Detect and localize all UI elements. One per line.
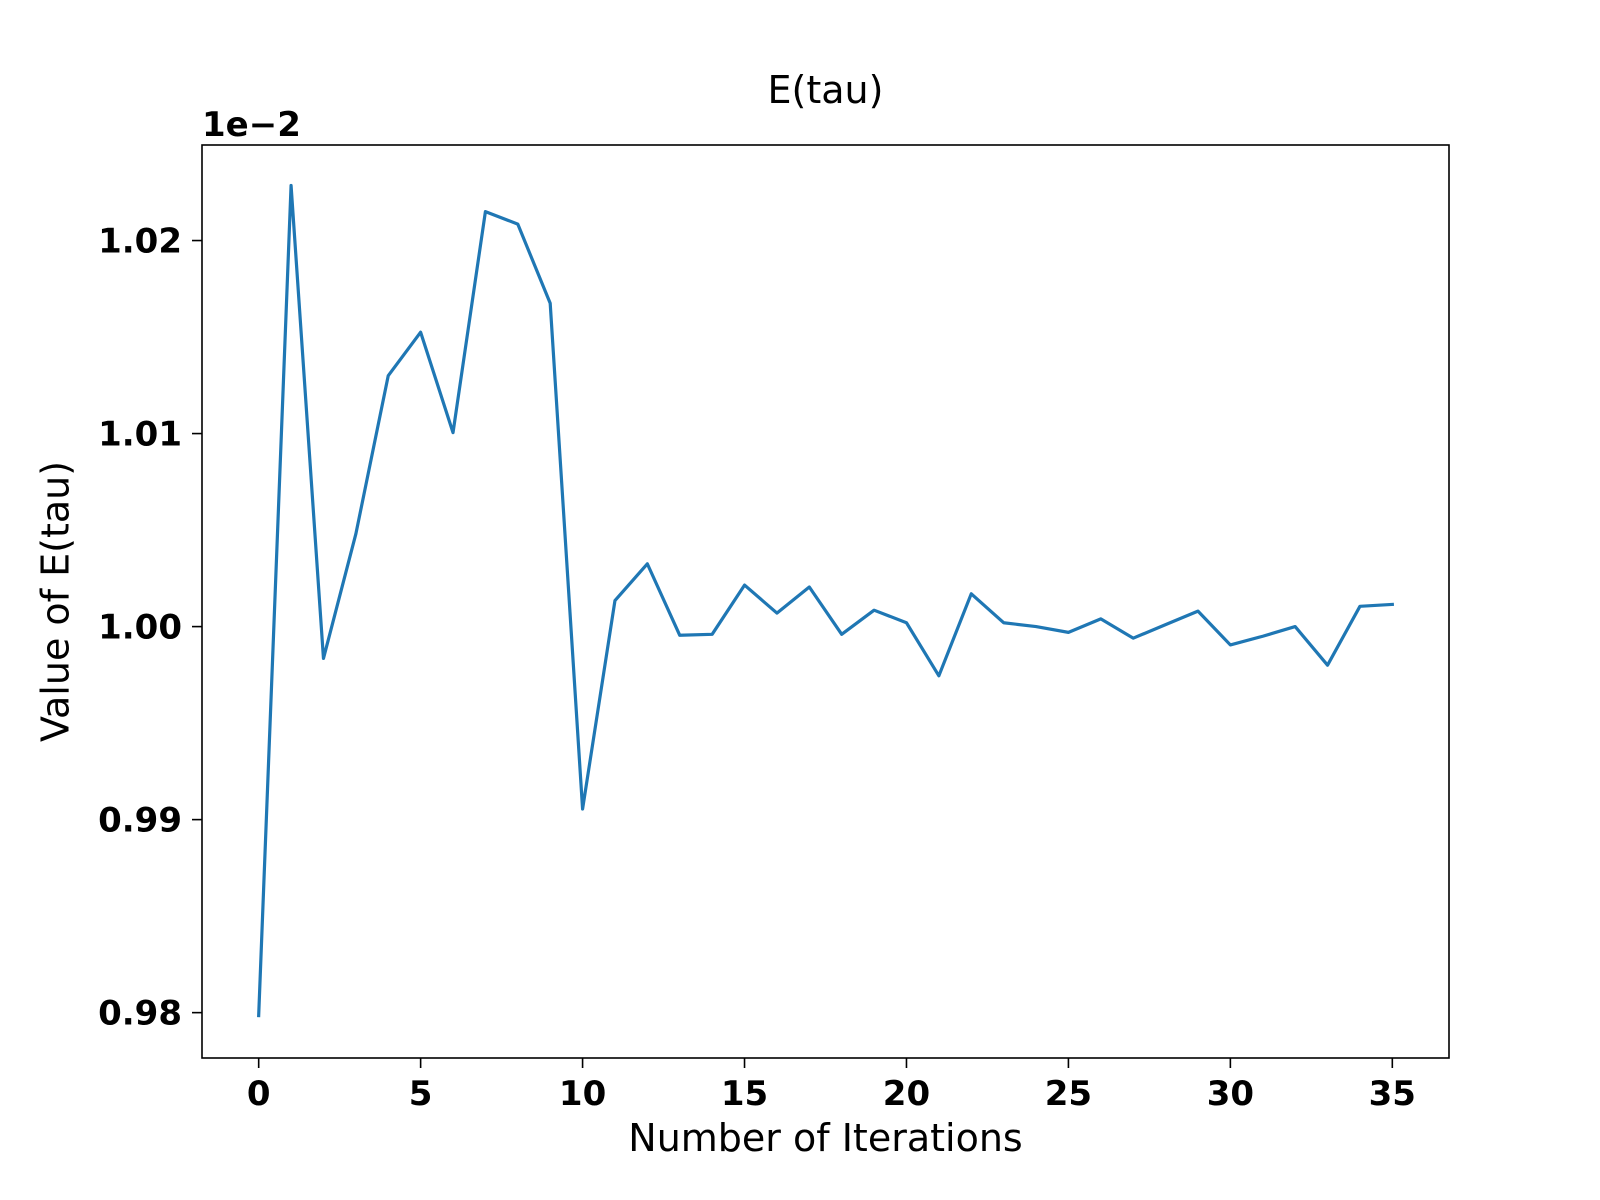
plot-area <box>257 183 1395 1018</box>
y-tick-label: 0.98 <box>98 994 182 1034</box>
series-line <box>257 183 1395 1018</box>
x-tick-label: 20 <box>883 1074 930 1114</box>
x-tick-label: 15 <box>721 1074 768 1114</box>
x-tick-label: 30 <box>1207 1074 1254 1114</box>
x-tick-label: 10 <box>559 1074 606 1114</box>
y-axis-title: Value of E(tau) <box>34 461 78 742</box>
x-axis-title: Number of Iterations <box>628 1116 1022 1160</box>
axes: 0 5 10 15 20 25 30 35 0.98 0.99 1.00 1.01 1.02 <box>98 144 1450 1114</box>
axes-frame <box>201 144 1450 1059</box>
x-tick-label: 25 <box>1045 1074 1092 1114</box>
y-tick-label: 0.99 <box>98 801 182 841</box>
y-tick-label: 1.02 <box>98 222 182 262</box>
x-tick-label: 5 <box>409 1074 433 1114</box>
y-tick-label: 1.01 <box>98 415 182 455</box>
y-tick-label: 1.00 <box>98 608 182 648</box>
y-axis-offset-label: 1e−2 <box>202 105 301 145</box>
chart-title: E(tau) <box>768 68 884 112</box>
x-tick-label: 0 <box>247 1074 271 1114</box>
x-tick-label: 35 <box>1369 1074 1416 1114</box>
